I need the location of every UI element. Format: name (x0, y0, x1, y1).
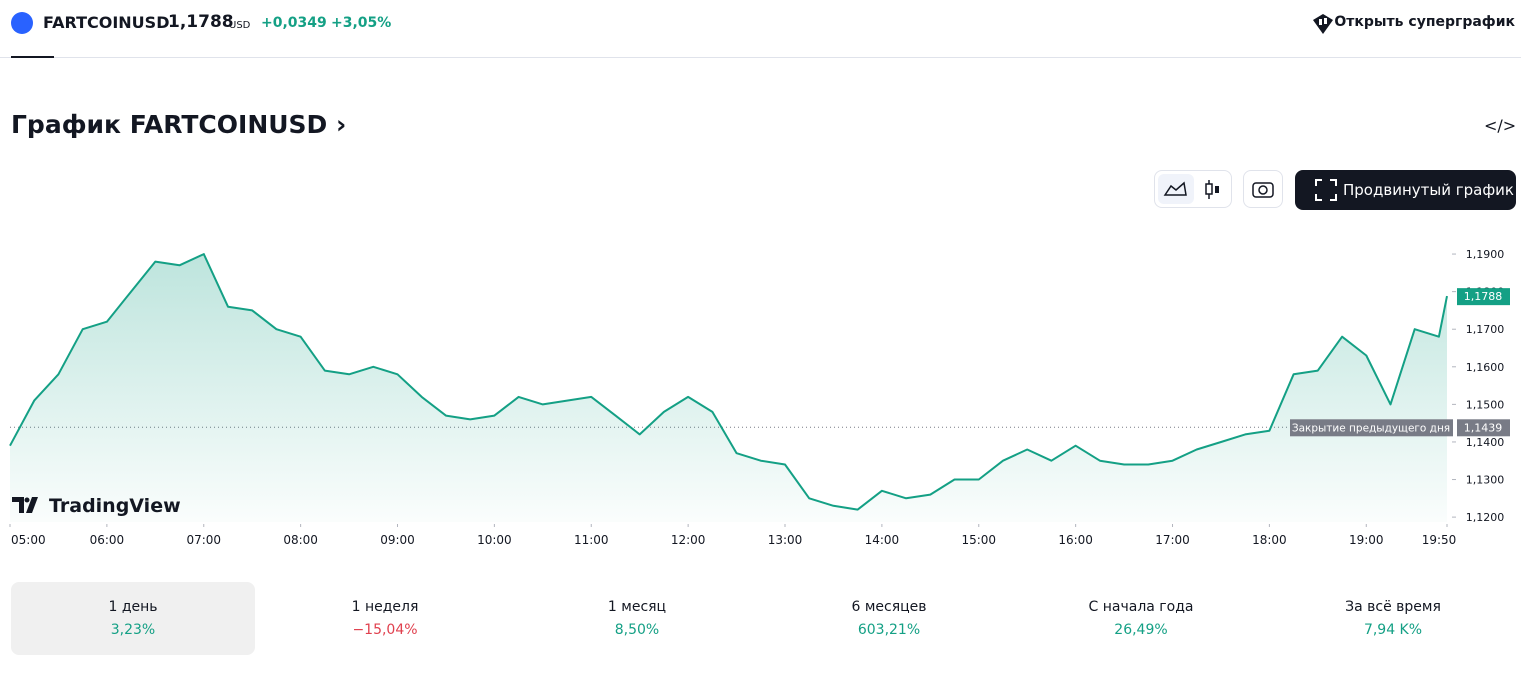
tab-indicator (11, 56, 54, 58)
x-tick-label: 10:00 (477, 533, 512, 547)
area (10, 254, 1447, 522)
previous-close-tag (1457, 419, 1510, 437)
x-tick-label: 16:00 (1058, 533, 1093, 547)
period-change: 26,49% (1114, 622, 1168, 638)
period-change: 603,21% (857, 622, 921, 638)
brand-logo: TradingView (12, 495, 181, 517)
y-tick-label: 1,1300 (1466, 474, 1505, 487)
x-tick-label: 17:00 (1155, 533, 1190, 547)
period-label: 1 неделя (351, 599, 419, 615)
y-tick-label: 1,1400 (1466, 436, 1505, 449)
chart-style-icons (1158, 174, 1219, 204)
x-tick-label: 08:00 (283, 533, 318, 547)
x-tick-label: 12:00 (671, 533, 706, 547)
period-change: 3,23% (110, 622, 156, 638)
supergraph-button[interactable]: Открыть суперграфик (1334, 14, 1515, 30)
period-label: С начала года (1088, 599, 1194, 615)
brand-name: TradingView (49, 495, 181, 517)
x-tick-label: 14:00 (865, 533, 900, 547)
chart: 1,12001,13001,14001,15001,16001,17001,18… (9, 248, 1510, 547)
previous-close-name-bg (1290, 419, 1453, 437)
period-change: −15,04% (352, 622, 418, 638)
price: 1,1788 (168, 12, 234, 32)
change: +0,0349 (261, 15, 327, 31)
x-tick-label: 18:00 (1252, 533, 1287, 547)
chart-style-group (1154, 170, 1232, 208)
period-tab[interactable]: 1 месяц 8,50% (515, 582, 759, 655)
symbol-logo (11, 12, 33, 34)
x-tick-label: 15:00 (961, 533, 996, 547)
line-style-button[interactable] (1158, 174, 1194, 204)
camera-icon (1252, 182, 1274, 198)
candle-icon-body (1205, 183, 1213, 195)
change-percent: +3,05% (331, 15, 392, 31)
title-text[interactable]: График FARTCOINUSD (11, 110, 328, 139)
period-tab[interactable]: За всё время 7,94 K% (1271, 582, 1515, 655)
advanced-chart-button[interactable]: Продвинутый график (1295, 170, 1516, 210)
x-tick-label: 19:50 (1422, 533, 1457, 547)
currency: USD (229, 20, 251, 31)
embed-button[interactable]: </> (1484, 116, 1517, 135)
y-tick-label: 1,1200 (1466, 511, 1505, 524)
chevron: › (336, 110, 347, 139)
period-tab[interactable]: 1 неделя −15,04% (263, 582, 507, 655)
x-tick-label: 06:00 (90, 533, 125, 547)
advanced-label[interactable]: Продвинутый график (1343, 181, 1514, 199)
candle-icon-body (1215, 186, 1219, 193)
page-title[interactable]: График FARTCOINUSD › (11, 110, 346, 139)
period-label: 1 месяц (607, 599, 667, 615)
previous-close-label: 1,1439 (1464, 421, 1503, 434)
last-price-label: 1,1788 (1464, 290, 1503, 303)
fullscreen-icon (1315, 179, 1337, 201)
period-change: 8,50% (614, 622, 660, 638)
previous-close-name: Закрытие предыдущего дня (1292, 422, 1450, 434)
x-tick-label: 11:00 (574, 533, 609, 547)
last-price-tag (1457, 288, 1510, 306)
x-tick-label: 07:00 (186, 533, 221, 547)
screenshot-button[interactable] (1243, 170, 1283, 208)
x-tick-label: 19:00 (1349, 533, 1384, 547)
period-label: 6 месяцев (851, 599, 927, 615)
symbol[interactable]: FARTCOINUSD (43, 13, 170, 32)
period-tab[interactable]: 1 день 3,23% (11, 582, 255, 655)
header: FARTCOINUSD 1,1788 USD +0,0349 +3,05% От… (0, 0, 1521, 58)
y-tick-label: 1,1900 (1466, 248, 1505, 261)
period-label: За всё время (1345, 599, 1441, 615)
line-icon (1163, 181, 1187, 196)
price-line (9, 253, 1448, 511)
x-tick-label: 05:00 (11, 533, 46, 547)
period-label: 1 день (108, 599, 158, 615)
supergraph-icon (1313, 14, 1333, 34)
period-change: 7,94 K% (1363, 622, 1423, 638)
x-tick-label: 13:00 (768, 533, 803, 547)
period-tab[interactable]: 6 месяцев 603,21% (767, 582, 1011, 655)
y-tick-label: 1,1700 (1466, 323, 1505, 336)
x-tick-label: 09:00 (380, 533, 415, 547)
period-tab[interactable]: С начала года 26,49% (1019, 582, 1263, 655)
y-tick-label: 1,1600 (1466, 361, 1505, 374)
y-tick-label: 1,1500 (1466, 398, 1505, 411)
